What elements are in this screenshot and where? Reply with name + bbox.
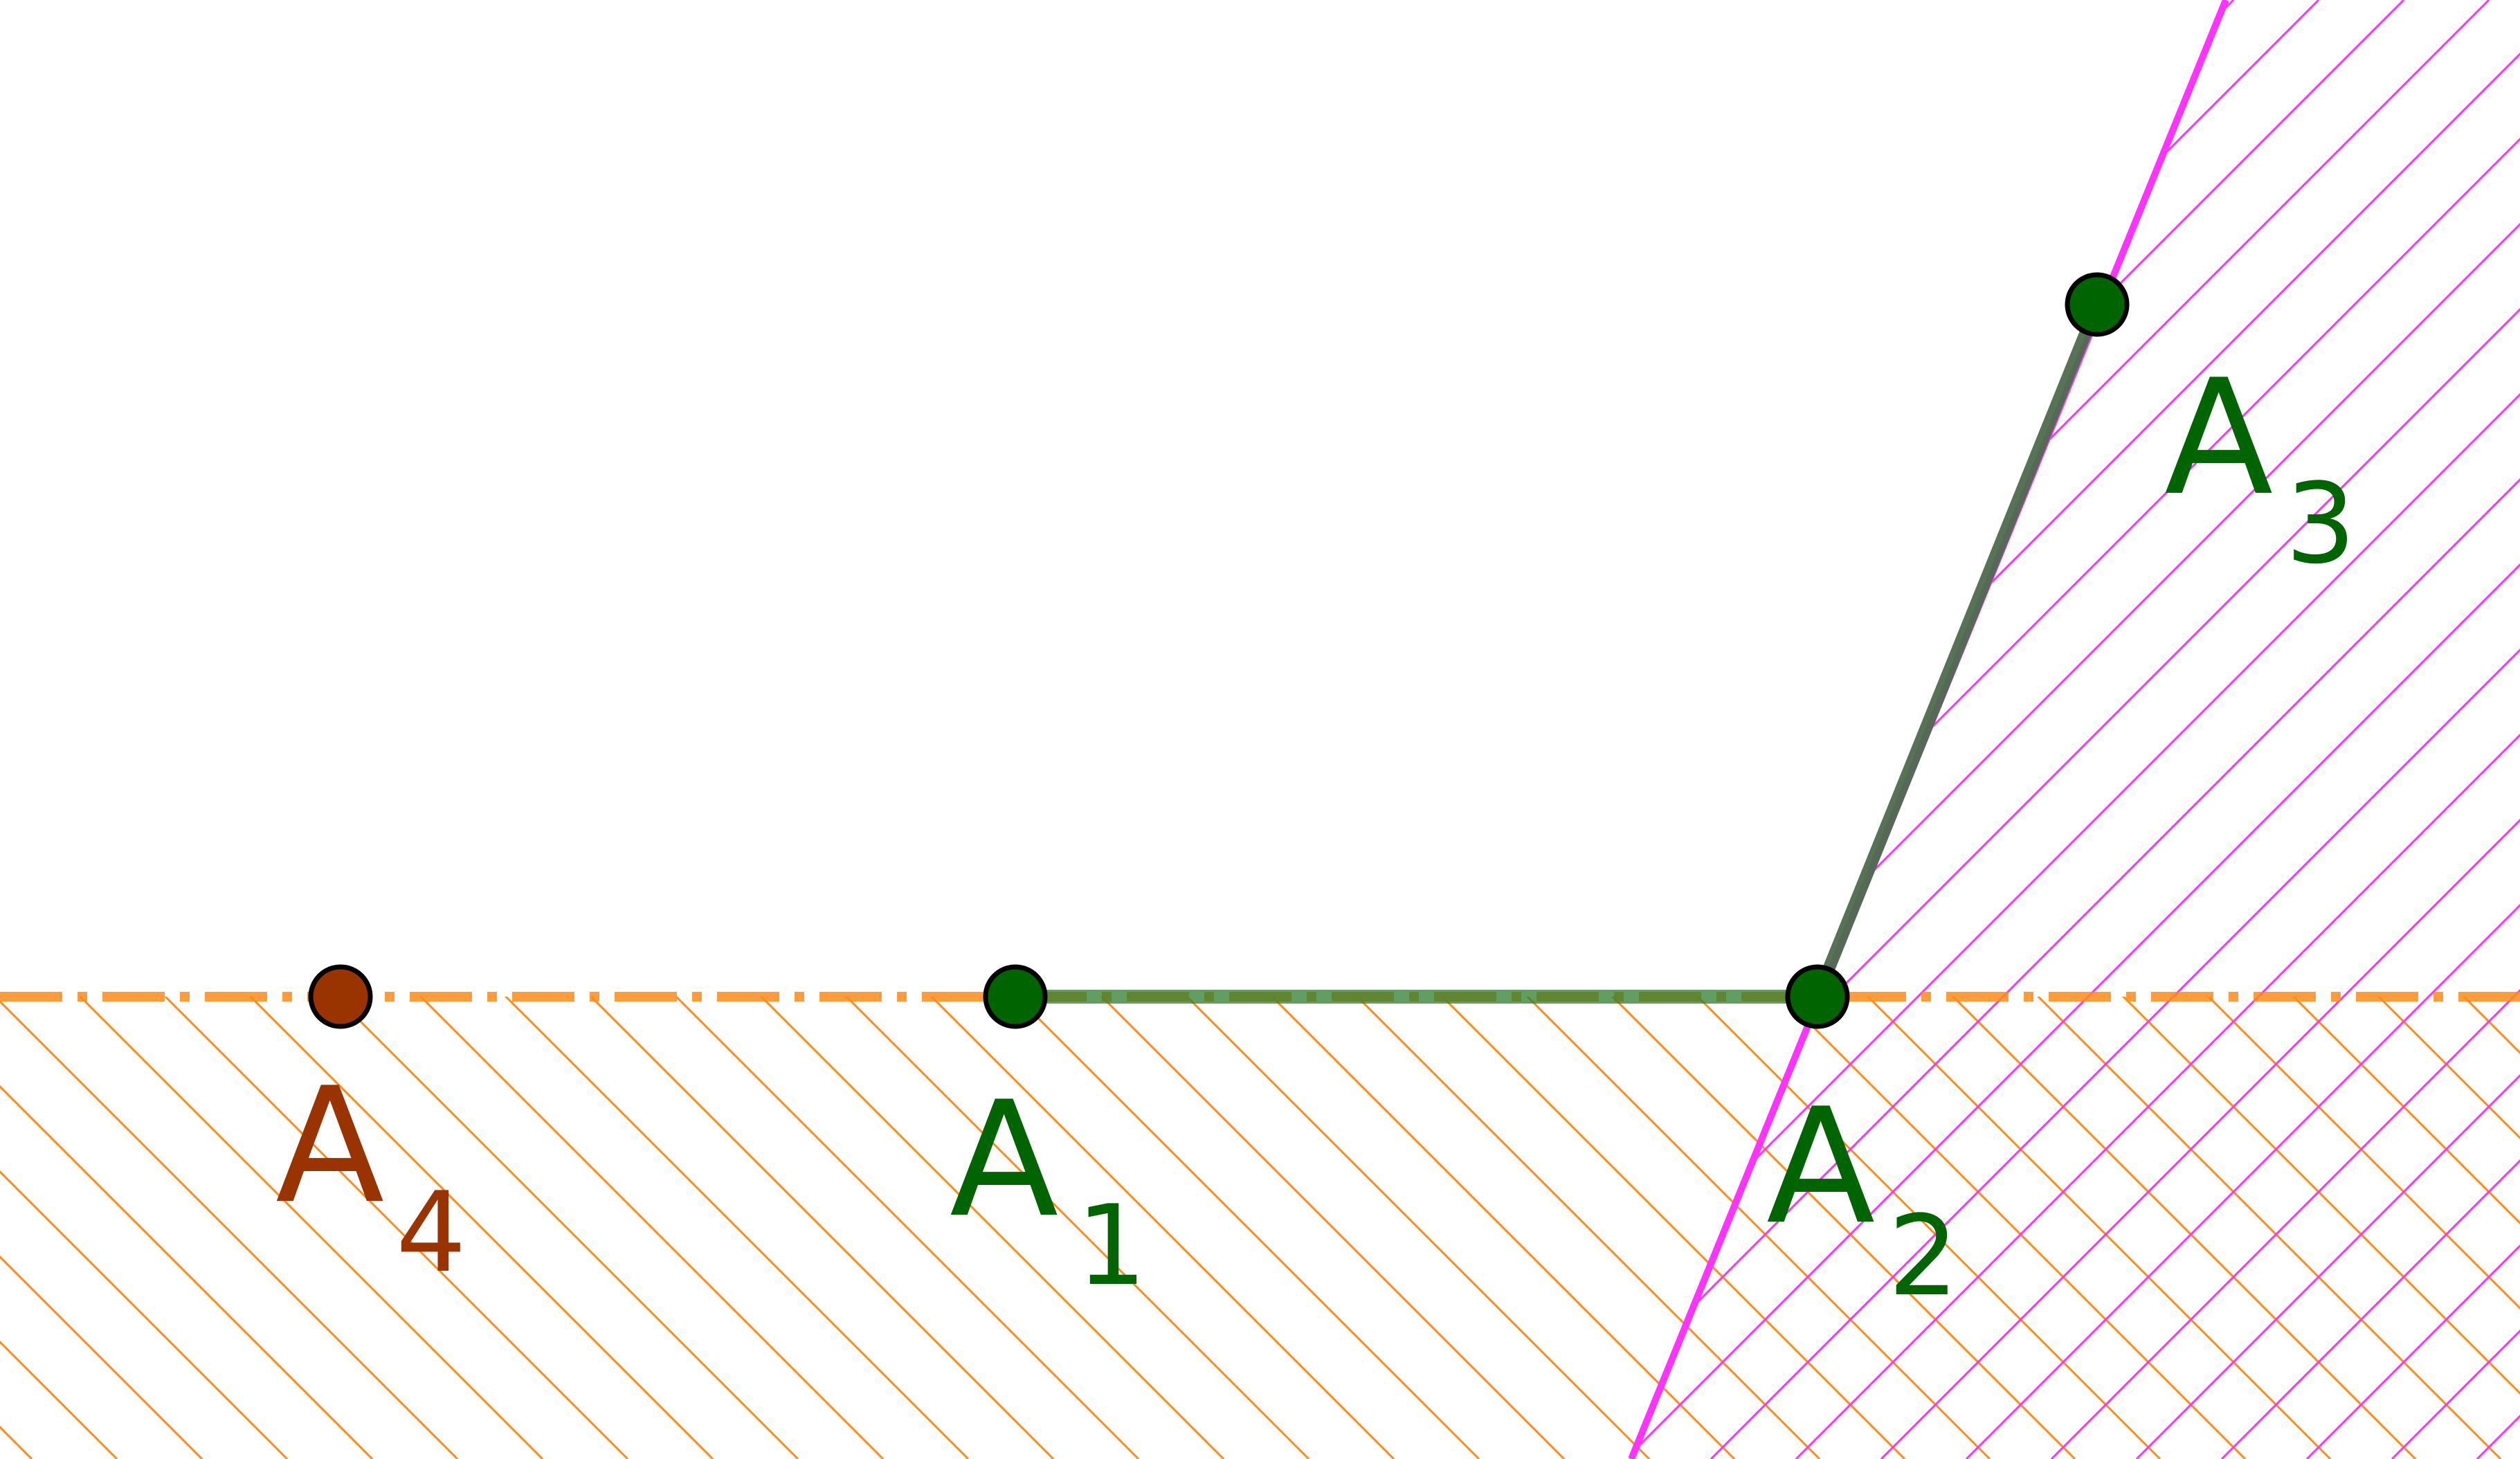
orange-hatch-line bbox=[163, 997, 629, 1459]
orange-hatch-line bbox=[1866, 997, 2332, 1459]
magenta-hatch-line bbox=[1795, 0, 2520, 1459]
orange-hatch-line bbox=[1978, 0, 2520, 1459]
magenta-hatch-line bbox=[2305, 0, 2520, 1459]
orange-hatch-line bbox=[1185, 997, 1651, 1459]
orange-hatch-line bbox=[1611, 997, 2076, 1459]
orange-hatch-line bbox=[1552, 0, 2520, 1459]
orange-hatch-line bbox=[1440, 997, 1906, 1459]
magenta-hatch-line bbox=[2220, 0, 2520, 1459]
magenta-hatch-line bbox=[1880, 0, 2520, 1459]
magenta-hatch-line bbox=[0, 0, 275, 1459]
magenta-hatch-line bbox=[0, 0, 105, 1459]
magenta-hatch-line bbox=[2135, 0, 2520, 1459]
magenta-hatch-line bbox=[0, 0, 1042, 1459]
orange-hatch-line bbox=[0, 999, 459, 1459]
orange-hatch-line bbox=[2206, 997, 2520, 1310]
magenta-hatch-line bbox=[1631, 0, 2520, 1459]
magenta-hatch-line bbox=[2391, 0, 2520, 1459]
orange-hatch-line bbox=[0, 1170, 289, 1459]
orange-hatch-line bbox=[419, 997, 885, 1459]
orange-hatch-line bbox=[248, 997, 714, 1459]
orange-hatch-line bbox=[2319, 0, 2520, 1459]
orange-hatch-line bbox=[0, 1340, 118, 1459]
orange-hatch-line bbox=[334, 997, 799, 1459]
magenta-hatch-line bbox=[1631, 0, 2520, 1459]
magenta-hatch-line bbox=[1631, 0, 1894, 1459]
orange-hatch-line bbox=[2404, 0, 2520, 1459]
point-a3[interactable] bbox=[2065, 272, 2130, 337]
orange-hatch-line bbox=[0, 1425, 33, 1459]
orange-hatch-line bbox=[589, 997, 1055, 1459]
orange-hatch-line bbox=[2036, 997, 2502, 1459]
magenta-hatch-line bbox=[2050, 0, 2520, 1459]
magenta-hatch-line bbox=[8, 0, 1467, 1459]
magenta-hatch-line bbox=[0, 0, 616, 1459]
orange-hatch-line bbox=[0, 1085, 374, 1459]
magenta-hatch-line bbox=[2476, 0, 2520, 1459]
orange-hatch-line bbox=[1781, 997, 2247, 1459]
orange-hatch-line bbox=[2292, 997, 2520, 1225]
orange-hatch-line bbox=[759, 997, 1225, 1459]
magenta-hatch-line bbox=[0, 0, 20, 1459]
orange-hatch-line bbox=[2233, 0, 2520, 1459]
orange-hatch-line bbox=[1015, 997, 1480, 1459]
orange-hatch-line bbox=[1893, 0, 2520, 1459]
orange-hatch-line bbox=[1696, 997, 2161, 1459]
point-a1[interactable] bbox=[983, 964, 1048, 1029]
magenta-hatch-line bbox=[1965, 0, 2520, 1459]
magenta-hatch-line bbox=[1631, 0, 2520, 1459]
magenta-hatch-line bbox=[1631, 0, 2520, 1459]
point-a2[interactable] bbox=[1785, 964, 1850, 1029]
orange-hatch-line bbox=[0, 1255, 203, 1459]
orange-hatch-line bbox=[844, 997, 1310, 1459]
orange-hatch-line bbox=[2489, 0, 2520, 1459]
orange-hatch-line bbox=[2121, 997, 2520, 1395]
magenta-hatch-line bbox=[0, 0, 190, 1459]
magenta-hatch-line bbox=[0, 0, 446, 1459]
orange-hatch-line bbox=[504, 997, 970, 1459]
magenta-hatch-line bbox=[0, 0, 786, 1459]
orange-hatch-line bbox=[78, 997, 544, 1459]
magenta-hatch-line bbox=[0, 0, 701, 1459]
orange-hatch-line bbox=[1100, 997, 1566, 1459]
segment-a2-a3 bbox=[1811, 302, 2103, 999]
orange-hatch-line bbox=[2462, 997, 2520, 1055]
orange-hatch-line bbox=[930, 997, 1395, 1459]
orange-hatch-line bbox=[1951, 997, 2417, 1459]
orange-hatch-line bbox=[1525, 997, 1991, 1459]
magenta-hatch-line bbox=[1710, 0, 2520, 1459]
orange-hatch-line bbox=[1355, 997, 1821, 1459]
magenta-hatch-line bbox=[0, 0, 361, 1459]
point-a4[interactable] bbox=[308, 964, 373, 1029]
magenta-hatch-line bbox=[1631, 0, 2520, 1459]
orange-hatch-line bbox=[2148, 0, 2520, 1459]
orange-hatch-line bbox=[674, 997, 1140, 1459]
magenta-hatch-line bbox=[93, 0, 1552, 1459]
orange-hatch-line bbox=[1270, 997, 1736, 1459]
magenta-hatch-line bbox=[0, 0, 957, 1459]
